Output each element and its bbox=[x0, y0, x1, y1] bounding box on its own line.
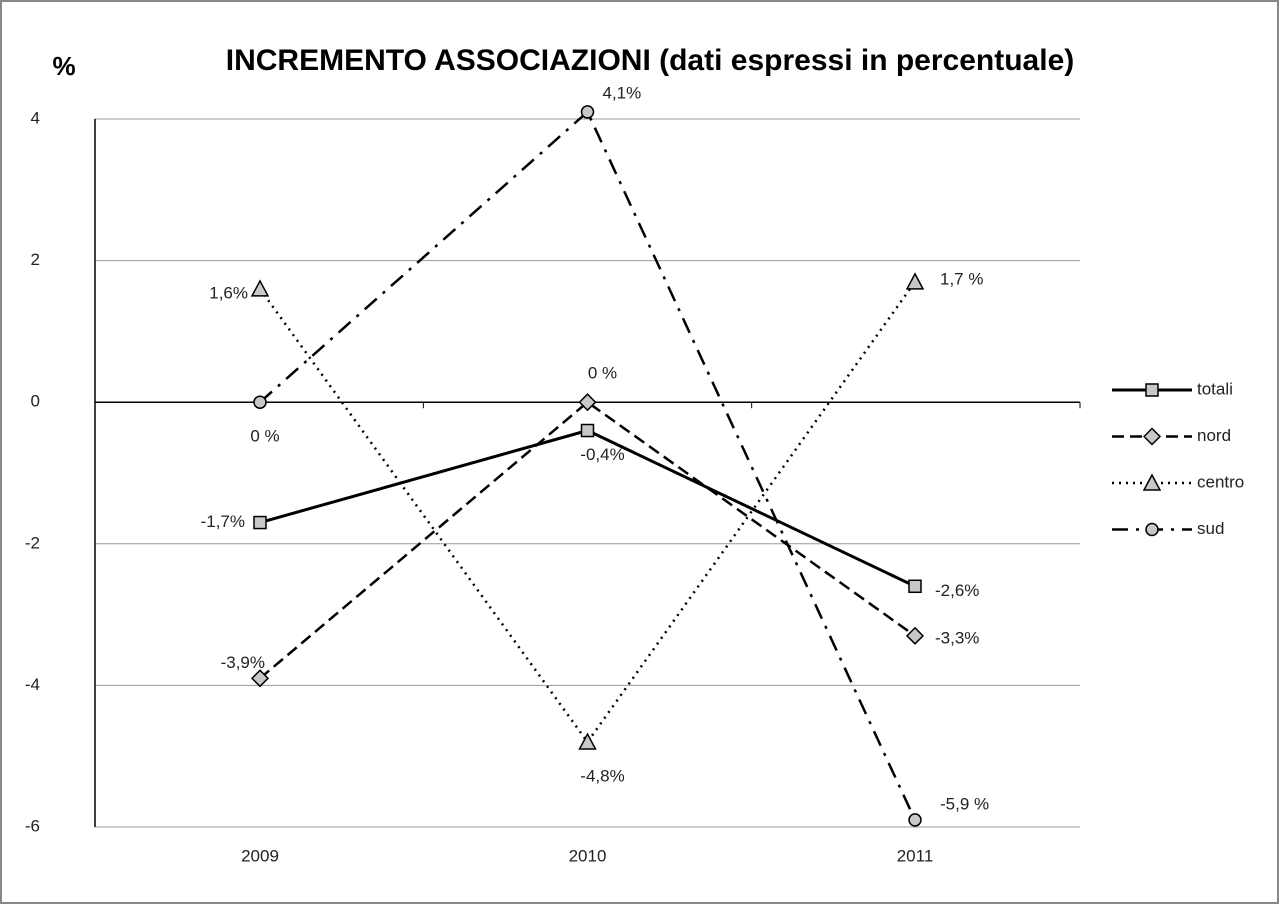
y-tick-label: 4 bbox=[31, 108, 40, 127]
legend-label: totali bbox=[1197, 379, 1233, 398]
data-label: 1,6% bbox=[209, 283, 248, 302]
data-point bbox=[253, 515, 267, 530]
data-label: 0 % bbox=[588, 364, 617, 383]
legend-label: nord bbox=[1197, 426, 1231, 445]
y-axis-label: % bbox=[52, 51, 75, 81]
data-point bbox=[905, 272, 925, 290]
data-label: -2,6% bbox=[935, 581, 979, 600]
legend-marker bbox=[1142, 473, 1162, 491]
data-point bbox=[580, 423, 595, 438]
data-label: 1,7 % bbox=[940, 269, 983, 288]
legend-marker bbox=[1145, 522, 1159, 537]
data-label: -0,4% bbox=[580, 445, 624, 464]
y-tick-label: -6 bbox=[25, 816, 40, 835]
data-point bbox=[253, 395, 267, 409]
data-point bbox=[250, 279, 270, 297]
data-point bbox=[908, 579, 922, 594]
data-label: 4,1% bbox=[603, 83, 642, 102]
data-point bbox=[580, 105, 595, 119]
data-label: -3,9% bbox=[221, 653, 265, 672]
y-tick-label: -4 bbox=[25, 675, 40, 694]
data-label: -5,9 % bbox=[940, 794, 989, 813]
x-tick-label: 2010 bbox=[569, 846, 607, 865]
legend-marker bbox=[1142, 427, 1162, 446]
series-line bbox=[259, 109, 917, 821]
legend-label: centro bbox=[1197, 472, 1244, 491]
data-label: 0 % bbox=[250, 427, 279, 446]
y-tick-label: -2 bbox=[25, 533, 40, 552]
data-point bbox=[908, 813, 922, 827]
data-label: -4,8% bbox=[580, 767, 624, 786]
legend-marker bbox=[1145, 383, 1159, 397]
x-tick-label: 2011 bbox=[897, 846, 934, 865]
data-label: -1,7% bbox=[201, 512, 245, 531]
data-point bbox=[578, 393, 597, 412]
data-point bbox=[578, 732, 597, 750]
data-label: -3,3% bbox=[935, 628, 979, 647]
data-point bbox=[905, 626, 925, 645]
chart-title: INCREMENTO ASSOCIAZIONI (dati espressi i… bbox=[226, 44, 1075, 77]
x-tick-label: 2009 bbox=[241, 846, 279, 865]
y-tick-label: 2 bbox=[31, 250, 40, 269]
legend-label: sud bbox=[1197, 519, 1224, 538]
y-tick-label: 0 bbox=[31, 392, 40, 411]
data-point bbox=[250, 669, 270, 688]
